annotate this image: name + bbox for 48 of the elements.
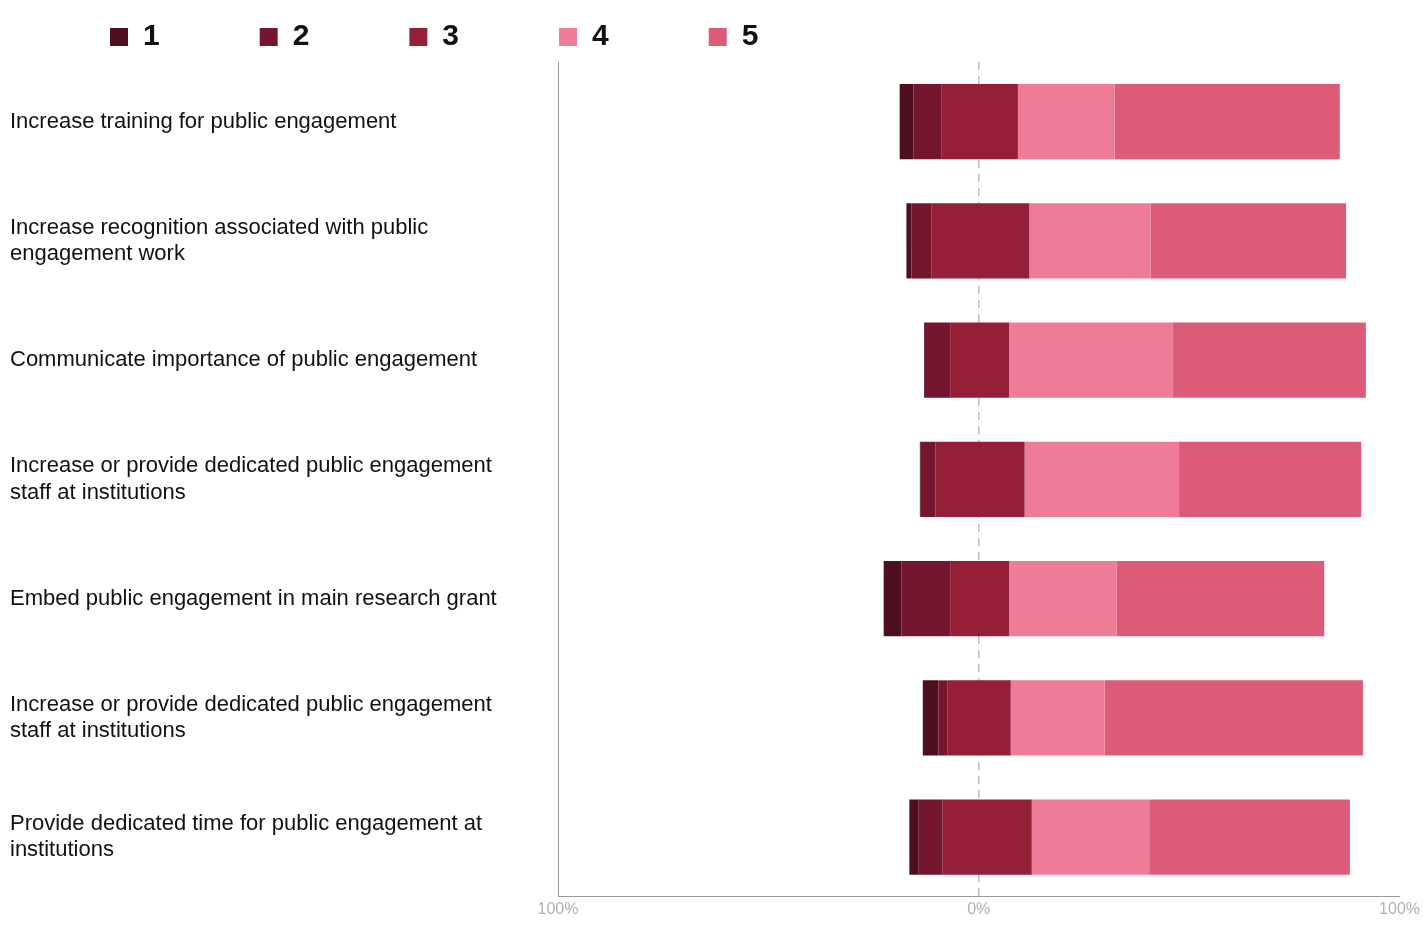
bar	[1009, 322, 1173, 398]
x-tick-label: 0%	[967, 899, 991, 917]
bar	[1031, 799, 1150, 875]
bar	[924, 322, 951, 398]
bar	[901, 561, 951, 637]
bar	[1009, 561, 1117, 637]
x-tick-label: 100%	[1379, 899, 1420, 917]
legend-label: 4	[592, 18, 610, 52]
legend-label: 3	[442, 18, 460, 52]
bar	[1029, 203, 1151, 279]
bar	[899, 84, 914, 160]
bar	[1179, 441, 1362, 517]
bar	[906, 203, 912, 279]
y-tick-label: Increase or provide dedicated public engagement staff at institutions	[10, 452, 492, 504]
bar	[1150, 203, 1347, 279]
y-tick-label: Increase training for public engagement	[10, 107, 397, 133]
bar	[922, 680, 939, 756]
bar	[950, 561, 1010, 637]
legend-label: 2	[292, 18, 310, 52]
bar	[1017, 84, 1115, 160]
bar	[1104, 680, 1363, 756]
bar	[931, 203, 1030, 279]
bar	[920, 441, 936, 517]
bar	[913, 84, 942, 160]
bar	[883, 561, 902, 637]
bar	[1024, 441, 1180, 517]
y-tick-label: Provide dedicated time for public engagement at institutions	[10, 810, 483, 862]
bar	[1172, 322, 1366, 398]
legend-label: 5	[741, 18, 759, 52]
bar	[947, 680, 1011, 756]
bar	[909, 799, 919, 875]
bar	[1149, 799, 1350, 875]
bar	[942, 799, 1032, 875]
legend-label: 1	[143, 18, 160, 52]
y-tick-label: Communicate importance of public engagement	[10, 346, 478, 372]
bar	[950, 322, 1010, 398]
bar	[935, 441, 1025, 517]
bar	[911, 203, 932, 279]
bar	[1116, 561, 1325, 637]
x-tick-label: 100%	[537, 899, 579, 917]
bar	[938, 680, 948, 756]
y-tick-label: Embed public engagement in main research grant	[10, 584, 497, 610]
bar	[941, 84, 1018, 160]
bar	[1010, 680, 1105, 756]
y-tick-label: Increase recognition associated with public engagement work	[10, 213, 429, 266]
bar	[1114, 84, 1340, 160]
bar	[918, 799, 943, 875]
y-tick-label: Increase or provide dedicated public engagement staff at institutions	[10, 690, 492, 743]
